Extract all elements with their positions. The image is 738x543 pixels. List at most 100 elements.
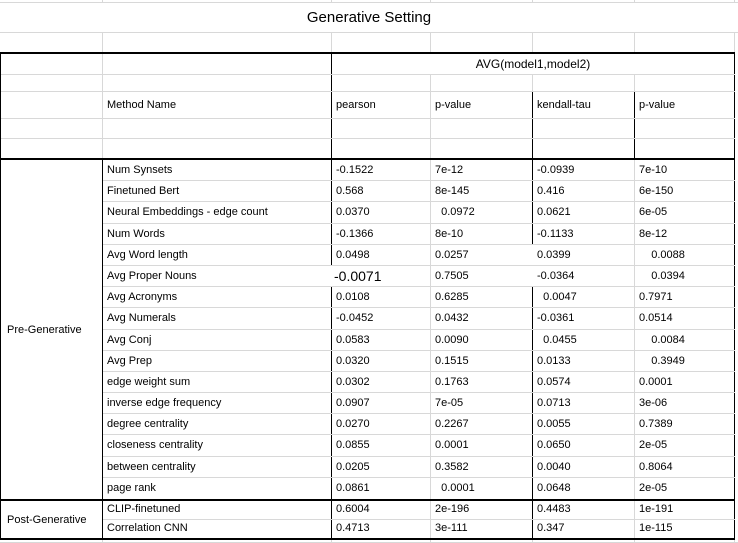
kendall-tau-value-cell[interactable]: 0.0650 [533,435,635,456]
pearson-value-cell[interactable]: 0.0498 [332,244,431,265]
kendall-tau-value-cell[interactable]: 0.0133 [533,350,635,371]
p-value-2-cell[interactable]: 6e-05 [635,202,735,223]
method-name-cell[interactable]: Num Synsets [103,160,332,181]
p-value-1-cell[interactable]: 8e-10 [431,223,533,244]
pearson-value-cell[interactable]: 0.0861 [332,477,431,499]
kendall-tau-value-cell[interactable]: -0.1133 [533,223,635,244]
pearson-value-cell[interactable]: -0.0071 [332,265,431,287]
pearson-value-cell[interactable]: 0.0855 [332,435,431,456]
p-value-2-cell[interactable]: 0.8064 [635,456,735,477]
p-value-2-cell[interactable]: 0.0084 [635,329,735,350]
kendall-tau-value-cell[interactable]: -0.0939 [533,160,635,181]
kendall-tau-value-cell[interactable]: 0.0055 [533,414,635,435]
kendall-tau-value-cell[interactable]: 0.4483 [533,501,635,519]
p-value-1-cell[interactable]: 0.6285 [431,287,533,308]
kendall-tau-value-cell[interactable]: 0.0040 [533,456,635,477]
kendall-tau-value-cell[interactable]: 0.0621 [533,202,635,223]
kendall-tau-value-cell[interactable]: -0.0361 [533,308,635,329]
pearson-value-cell[interactable]: -0.1366 [332,223,431,244]
method-name-cell[interactable]: Correlation CNN [103,519,332,538]
p-value-2-cell[interactable]: 2e-05 [635,435,735,456]
method-name-cell[interactable]: Avg Proper Nouns [107,269,197,282]
method-name-cell[interactable]: Avg Numerals [103,308,332,329]
method-name-cell[interactable]: inverse edge frequency [103,393,332,414]
method-name-cell[interactable]: between centrality [103,456,332,477]
pearson-value-cell[interactable]: -0.1522 [332,160,431,181]
row-group-label-post[interactable]: Post-Generative [1,501,103,538]
p-value-2-cell[interactable]: 1e-115 [635,519,735,538]
pearson-value-cell[interactable]: 0.6004 [332,501,431,519]
method-name-cell[interactable]: page rank [103,477,332,499]
p-value-1-cell[interactable]: 0.0001 [431,477,533,499]
method-name-cell[interactable]: Avg Prep [103,350,332,371]
method-name-cell[interactable]: CLIP-finetuned [103,501,332,519]
p-value-2-cell[interactable]: 7e-10 [635,160,735,181]
p-value-1-cell[interactable]: 0.0001 [431,435,533,456]
method-name-cell[interactable]: Avg Word length [103,244,332,265]
p-value-1-cell[interactable]: 0.3582 [431,456,533,477]
p-value-2-cell[interactable]: 0.0514 [635,308,735,329]
p-value-1-cell[interactable]: 2e-196 [431,501,533,519]
p-value-1-cell[interactable]: 0.1763 [431,371,533,393]
p-value-2-cell[interactable]: 0.7971 [635,287,735,308]
p-value-1-cell[interactable]: 0.0432 [431,308,533,329]
kendall-tau-value-cell[interactable]: 0.0574 [533,371,635,393]
avg-models-header[interactable]: AVG(model1,model2) [332,54,735,74]
p-value-1-cell[interactable]: 0.1515 [431,350,533,371]
kendall-tau-value-cell[interactable]: 0.0047 [533,287,635,308]
p-value-2-cell[interactable]: 0.0001 [635,371,735,393]
pearson-value-cell[interactable]: 0.0583 [332,329,431,350]
method-name-header[interactable]: Method Name [103,92,332,118]
p-value-1-cell[interactable]: 0.0257 [435,248,469,261]
sheet-title[interactable]: Generative Setting [0,3,738,33]
pearson-value-cell[interactable]: 0.0108 [332,287,431,308]
pearson-value-cell[interactable]: 0.0302 [332,371,431,393]
p-value-2-cell[interactable]: 0.7389 [635,414,735,435]
kendall-tau-value-cell[interactable]: 0.0648 [533,477,635,499]
method-name-cell[interactable]: Num Words [103,223,332,244]
pearson-value-cell[interactable]: 0.4713 [332,519,431,538]
p-value-1-cell[interactable]: 7e-12 [431,160,533,181]
p-value-1-cell[interactable]: 7e-05 [431,393,533,414]
p-value-header-1[interactable]: p-value [431,92,533,118]
pearson-value-cell[interactable]: -0.0452 [332,308,431,329]
kendall-tau-value-cell[interactable]: 0.416 [533,181,635,202]
p-value-2-cell[interactable]: 1e-191 [635,501,735,519]
row-group-label-pre[interactable]: Pre-Generative [1,160,103,499]
p-value-1-cell[interactable]: 0.0090 [431,329,533,350]
pearson-header[interactable]: pearson [332,92,431,118]
method-name-cell[interactable]: edge weight sum [103,371,332,393]
kendall-tau-value-cell[interactable]: -0.0364 [533,265,635,287]
p-value-2-cell[interactable]: 0.3949 [635,350,735,371]
pearson-value-cell[interactable]: 0.0907 [332,393,431,414]
method-name-cell[interactable]: Avg Conj [103,329,332,350]
p-value-2-cell[interactable]: 3e-06 [635,393,735,414]
kendall-tau-value-cell[interactable]: 0.0455 [533,329,635,350]
method-name-cell[interactable]: degree centrality [103,414,332,435]
method-name-cell[interactable]: Avg Acronyms [103,287,332,308]
p-value-1-cell[interactable]: 0.0972 [431,202,533,223]
method-name-cell[interactable]: Neural Embeddings - edge count [103,202,332,223]
pearson-value-cell[interactable]: 0.0320 [332,350,431,371]
p-value-2-cell[interactable]: 0.0088 [635,244,735,265]
p-value-2-cell[interactable]: 2e-05 [635,477,735,499]
kendall-tau-value-cell[interactable]: 0.0713 [533,393,635,414]
p-value-2-cell[interactable]: 6e-150 [635,181,735,202]
p-value-2-cell[interactable]: 8e-12 [635,223,735,244]
p-value-2-cell[interactable]: 0.0394 [635,265,735,287]
pearson-value-cell[interactable]: 0.0370 [332,202,431,223]
p-value-header-2[interactable]: p-value [635,92,735,118]
method-name-cell[interactable]: closeness centrality [103,435,332,456]
pearson-value-cell[interactable]: 0.0205 [332,456,431,477]
p-value-1-cell[interactable]: 3e-111 [431,519,533,538]
pearson-value-cell[interactable]: 0.0270 [332,414,431,435]
kendall-tau-value-cell[interactable]: 0.0399 [533,244,635,265]
p-value-1-cell[interactable]: 0.2267 [431,414,533,435]
p-value-1-cell[interactable]: 8e-145 [431,181,533,202]
table-row: Avg Conj 0.0583 0.0090 0.0455 0.0084 [103,329,735,351]
method-name-cell[interactable]: Finetuned Bert [103,181,332,202]
kendall-tau-value-cell[interactable]: 0.347 [533,519,635,538]
kendall-tau-header[interactable]: kendall-tau [533,92,635,118]
p-value-1-cell[interactable]: 0.7505 [435,269,469,282]
pearson-value-cell[interactable]: 0.568 [332,181,431,202]
